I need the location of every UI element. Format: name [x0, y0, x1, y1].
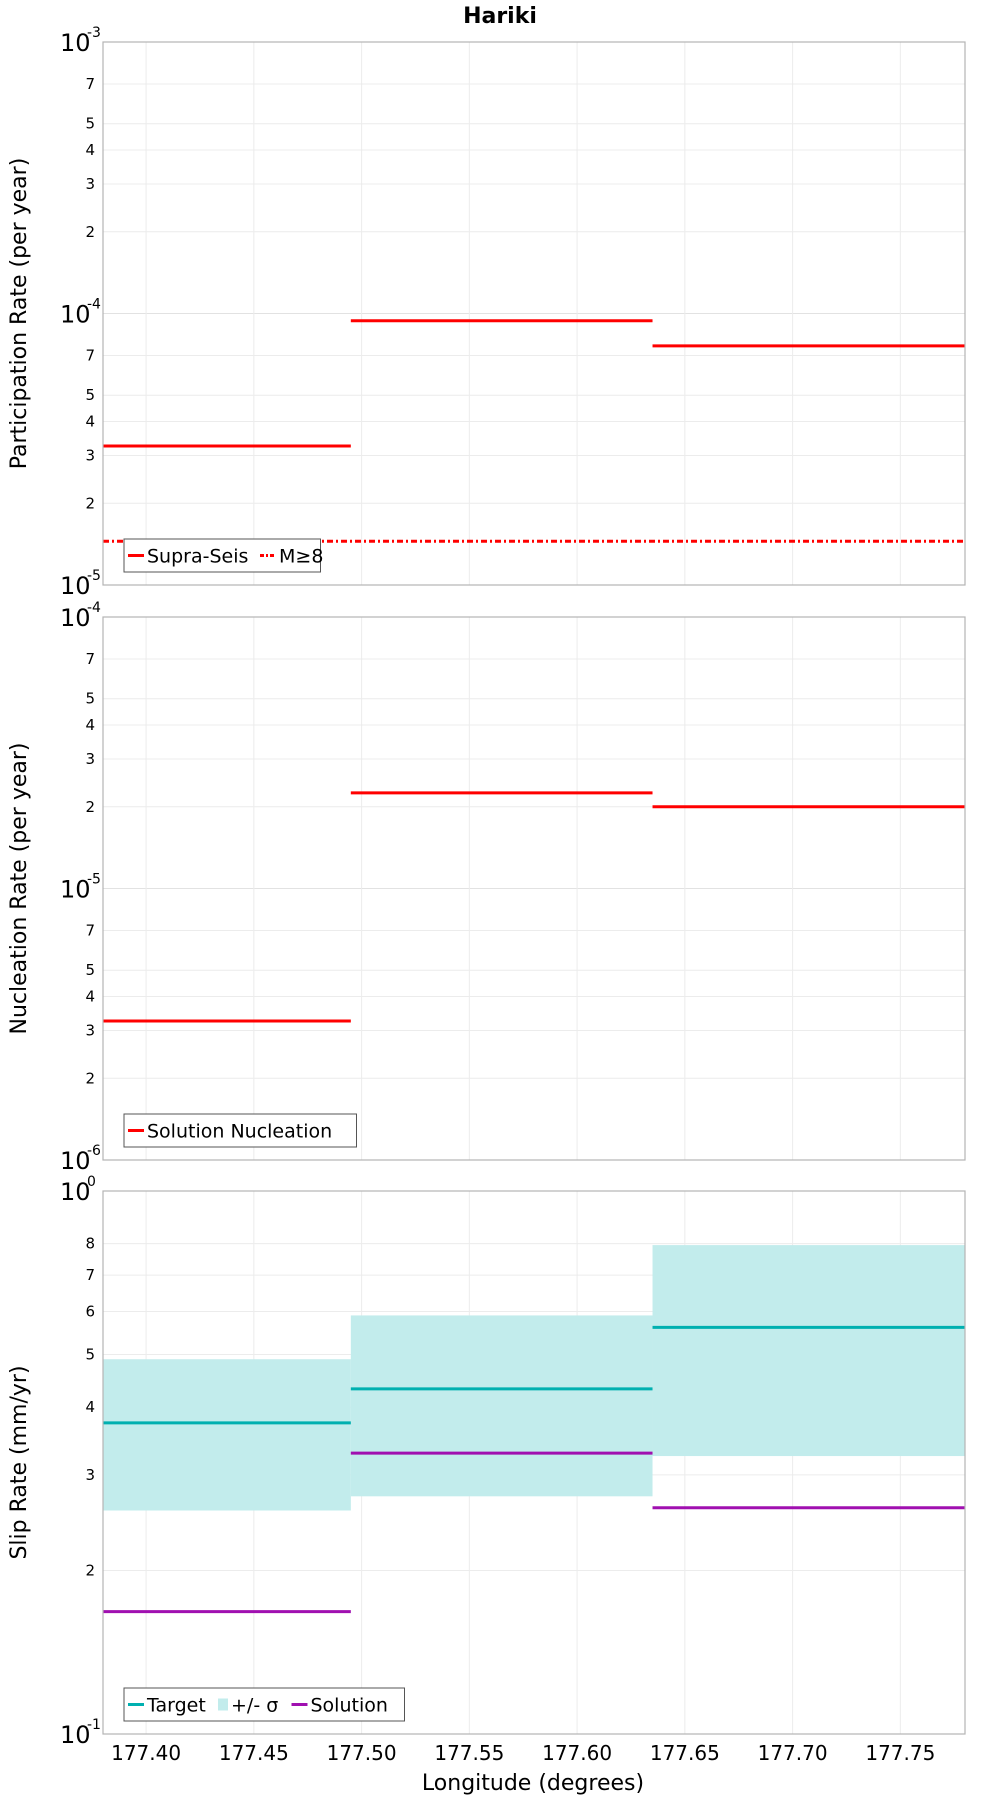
x-tick-label: 177.45: [219, 1741, 289, 1765]
y-axis-title: Participation Rate (per year): [7, 158, 32, 470]
legend: Solution Nucleation: [123, 1113, 357, 1148]
band-segment: [350, 1315, 653, 1497]
y-tick-label: 7: [85, 347, 95, 365]
band-segment: [652, 1245, 965, 1457]
legend: Supra-Seis M≥8: [123, 538, 323, 573]
y-tick-label: 3: [85, 446, 95, 464]
x-tick-label: 177.50: [327, 1741, 397, 1765]
y-decade-exponent: -6: [87, 1143, 101, 1159]
legend-label: M≥8: [279, 546, 323, 568]
y-decade-label: 10: [60, 572, 91, 600]
band-segment: [103, 1359, 351, 1511]
y-tick-label: 7: [85, 1266, 95, 1284]
y-tick-label: 2: [85, 1069, 95, 1087]
y-tick-label: 7: [85, 922, 95, 940]
y-tick-label: 4: [85, 1398, 95, 1416]
y-decade-label: 10: [60, 29, 91, 57]
y-decade-label: 10: [60, 1178, 91, 1206]
y-decade-exponent: -4: [87, 297, 101, 313]
y-tick-label: 6: [85, 1302, 95, 1320]
y-decade-exponent: -1: [87, 1717, 101, 1733]
y-tick-label: 2: [85, 223, 95, 241]
y-tick-label: 5: [85, 1345, 95, 1363]
y-decade-exponent: -5: [87, 872, 101, 888]
y-decade-exponent: -3: [87, 25, 101, 41]
x-tick-label: 177.65: [650, 1741, 720, 1765]
y-tick-label: 8: [85, 1235, 95, 1253]
y-decade-label: 10: [60, 604, 91, 632]
y-decade-exponent: 0: [87, 1174, 96, 1190]
legend-label: +/- σ: [231, 1695, 278, 1717]
legend-label: Solution Nucleation: [147, 1121, 332, 1143]
x-tick-label: 177.40: [111, 1741, 181, 1765]
y-tick-label: 5: [85, 690, 95, 708]
y-decade-label: 10: [60, 1147, 91, 1175]
y-tick-label: 5: [85, 961, 95, 979]
legend-box: [123, 1687, 405, 1722]
y-decade-label: 10: [60, 1721, 91, 1749]
legend-swatch: [218, 1698, 228, 1711]
legend-label: Target: [146, 1695, 206, 1717]
plot-frame: [102, 1190, 966, 1735]
y-axis-title: Slip Rate (mm/yr): [7, 1365, 32, 1559]
x-tick-label: 177.70: [758, 1741, 828, 1765]
y-tick-label: 5: [85, 115, 95, 133]
x-tick-label: 177.55: [434, 1741, 504, 1765]
y-tick-label: 2: [85, 494, 95, 512]
legend: Target +/- σ Solution: [123, 1687, 405, 1722]
y-tick-label: 3: [85, 1466, 95, 1484]
y-decade-exponent: -4: [87, 600, 101, 616]
legend-label: Solution: [311, 1695, 388, 1717]
y-tick-label: 4: [85, 988, 95, 1006]
y-tick-label: 4: [85, 141, 95, 159]
x-tick-label: 177.75: [865, 1741, 935, 1765]
legend-box: [123, 1113, 357, 1148]
y-tick-label: 3: [85, 750, 95, 768]
plot-frame: [102, 41, 966, 586]
x-axis-title: Longitude (degrees): [422, 1771, 644, 1796]
plot-frame: [102, 616, 966, 1161]
legend-box: [123, 538, 321, 573]
y-tick-label: 3: [85, 1021, 95, 1039]
y-tick-label: 7: [85, 75, 95, 93]
y-decade-label: 10: [60, 876, 91, 904]
y-tick-label: 7: [85, 650, 95, 668]
chart-title: Hariki: [463, 4, 537, 29]
y-axis-title: Nucleation Rate (per year): [7, 743, 32, 1035]
y-tick-label: 5: [85, 386, 95, 404]
y-tick-label: 3: [85, 175, 95, 193]
y-tick-label: 4: [85, 716, 95, 734]
y-tick-label: 4: [85, 413, 95, 431]
y-decade-exponent: -5: [87, 568, 101, 584]
y-tick-label: 2: [85, 1562, 95, 1580]
legend-label: Supra-Seis: [147, 546, 248, 568]
y-tick-label: 2: [85, 798, 95, 816]
x-tick-label: 177.60: [542, 1741, 612, 1765]
y-decade-label: 10: [60, 301, 91, 329]
